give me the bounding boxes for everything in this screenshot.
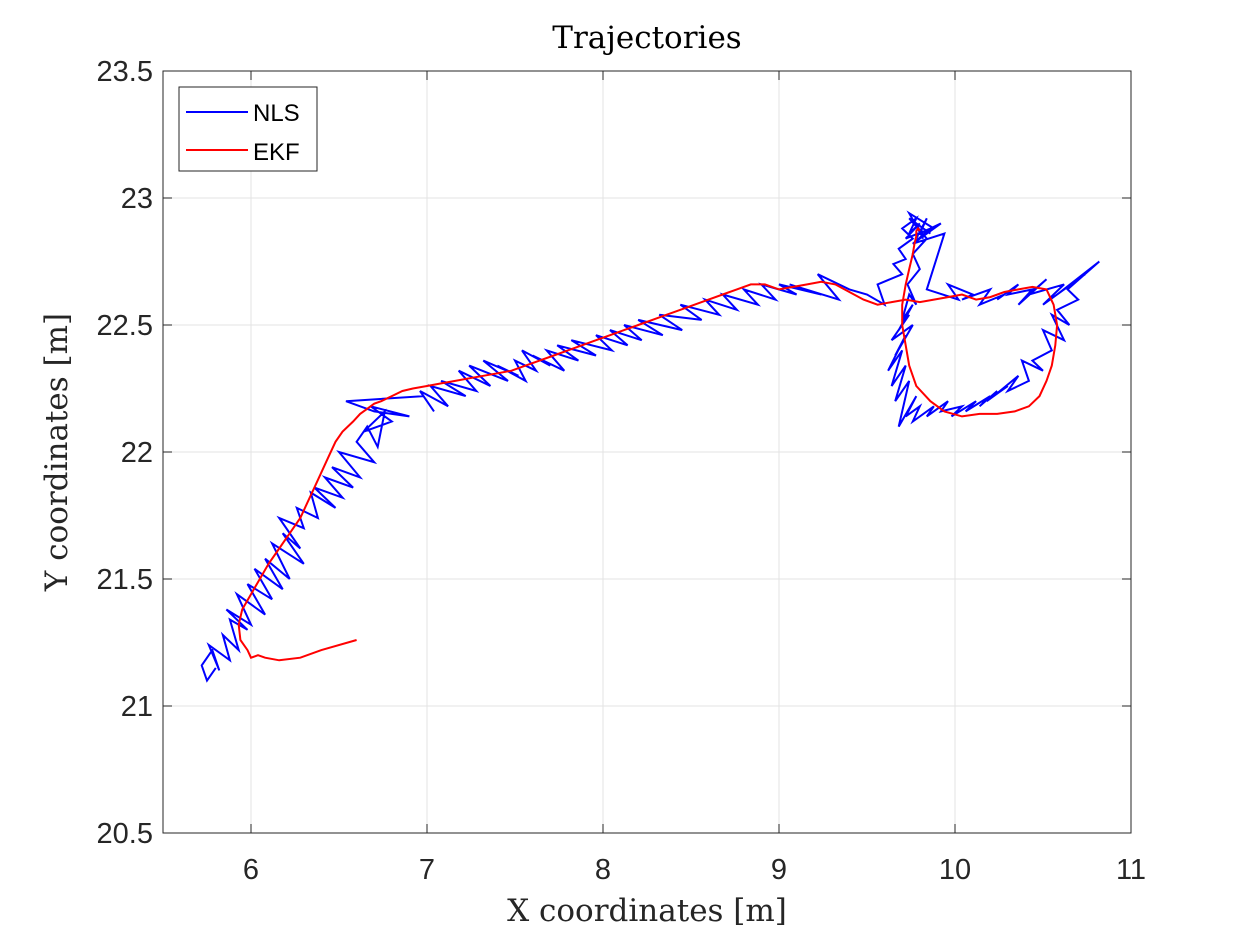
x-ticks: 6 7 8 9 10 11 xyxy=(243,71,1146,886)
y-tick-label: 22 xyxy=(121,437,153,469)
y-ticks: 20.5 21 21.5 22 22.5 23 23.5 xyxy=(97,56,1131,850)
x-tick-label: 10 xyxy=(939,854,971,886)
y-tick-label: 23 xyxy=(121,183,153,215)
y-tick-label: 21 xyxy=(121,691,153,723)
series-lines xyxy=(200,210,1100,683)
series-line-ekf xyxy=(237,226,1059,662)
legend-label-ekf: EKF xyxy=(253,139,300,166)
y-axis-label: Y coordinates [m] xyxy=(39,313,75,592)
x-tick-label: 9 xyxy=(771,854,787,886)
y-tick-label: 21.5 xyxy=(97,564,153,596)
legend-label-nls: NLS xyxy=(253,100,300,127)
x-axis-label: X coordinates [m] xyxy=(507,893,787,929)
y-tick-label: 22.5 xyxy=(97,310,153,342)
legend-box xyxy=(178,86,318,172)
legend: NLS EKF xyxy=(178,86,318,172)
x-tick-label: 11 xyxy=(1116,854,1146,886)
x-tick-label: 7 xyxy=(419,854,435,886)
series-line-nls xyxy=(200,210,1100,683)
x-tick-label: 6 xyxy=(243,854,259,886)
x-tick-label: 8 xyxy=(595,854,611,886)
y-tick-label: 20.5 xyxy=(97,818,153,850)
y-tick-label: 23.5 xyxy=(97,56,153,88)
chart-title: Trajectories xyxy=(552,20,741,56)
